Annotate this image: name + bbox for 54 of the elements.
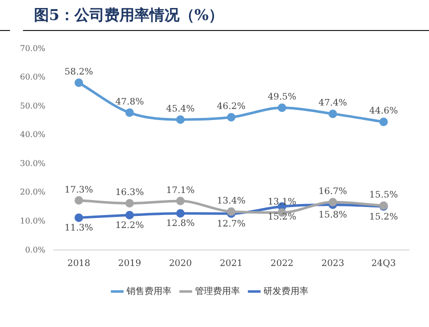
x-tick-label: 2018 — [67, 258, 91, 269]
x-tick-label: 2020 — [168, 258, 192, 269]
point — [226, 113, 236, 122]
data-label: 45.4% — [166, 104, 196, 114]
data-label: 47.4% — [318, 98, 348, 109]
legend-label: 管理费用率 — [194, 286, 240, 297]
data-label: 17.1% — [166, 186, 196, 196]
data-label: 15.5% — [369, 190, 398, 200]
data-label: 47.8% — [115, 98, 144, 108]
data-label: 15.2% — [268, 212, 297, 222]
chart-title: 图5：公司费用率情况（%） — [34, 6, 225, 26]
y-tick-label: 50.0% — [20, 101, 46, 110]
data-label: 12.7% — [216, 220, 246, 230]
data-label: 58.2% — [64, 68, 94, 78]
point — [328, 110, 338, 118]
data-label: 12.2% — [115, 220, 144, 231]
point — [125, 108, 134, 117]
y-tick-label: 20.0% — [20, 188, 46, 197]
data-label: 16.7% — [318, 186, 348, 197]
point — [125, 210, 134, 220]
point — [74, 196, 84, 205]
data-label: 13.1% — [268, 197, 297, 208]
data-label: 11.3% — [64, 224, 94, 234]
x-tick-label: 2021 — [220, 258, 243, 269]
point — [74, 78, 84, 87]
y-tick-label: 40.0% — [20, 130, 46, 140]
point — [176, 115, 185, 124]
y-tick-label: 60.0% — [20, 72, 46, 82]
data-label: 49.5% — [268, 92, 297, 103]
point — [379, 118, 388, 126]
y-tick-label: 70.0% — [20, 44, 46, 53]
data-label: 15.2% — [369, 212, 398, 222]
point — [176, 196, 185, 206]
y-tick-label: 30.0% — [20, 158, 46, 168]
point — [176, 209, 185, 218]
x-tick-label: 2019 — [118, 258, 142, 269]
point — [74, 213, 84, 222]
data-label: 16.3% — [115, 188, 144, 198]
y-tick-label: 0.0% — [25, 245, 46, 254]
data-label: 17.3% — [64, 185, 94, 196]
point — [328, 198, 338, 206]
data-label: 12.8% — [166, 219, 196, 230]
x-tick-label: 2022 — [270, 258, 294, 269]
legend-label: 研发费用率 — [263, 286, 308, 297]
x-tick-label: 2023 — [321, 258, 345, 269]
data-label: 46.2% — [216, 102, 246, 112]
point — [278, 104, 286, 112]
y-tick-label: 10.0% — [20, 216, 46, 226]
data-label: 44.6% — [369, 106, 398, 117]
legend-label: 销售费用率 — [125, 286, 172, 297]
x-tick-label: 24Q3 — [371, 258, 396, 269]
point — [125, 199, 134, 208]
data-label: 15.8% — [318, 210, 348, 221]
data-label: 13.4% — [216, 196, 246, 206]
